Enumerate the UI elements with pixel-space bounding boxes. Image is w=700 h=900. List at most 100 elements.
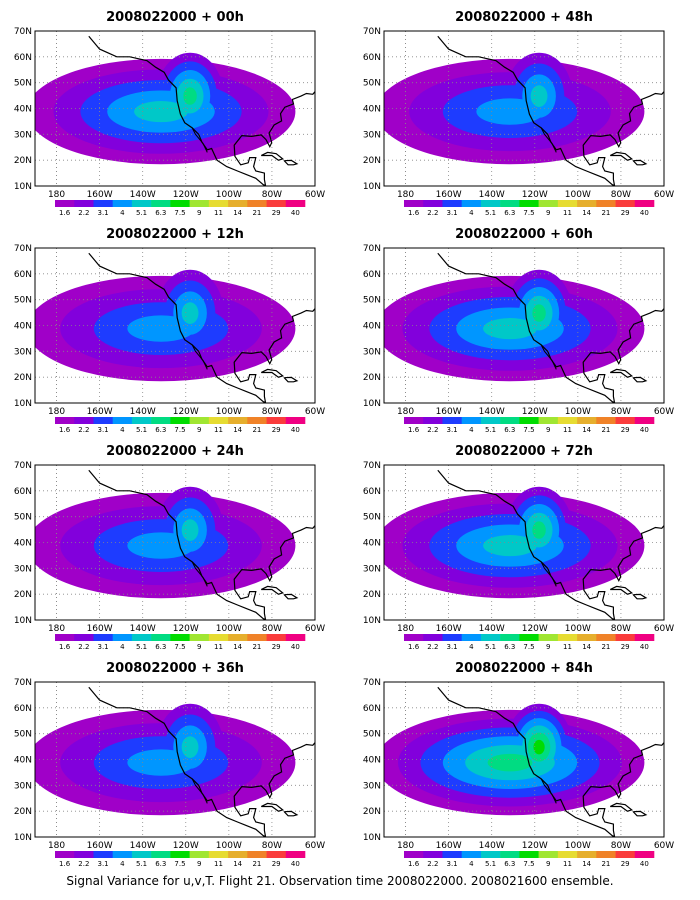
colorbar-label: 9 <box>197 643 201 651</box>
x-tick-label: 120W <box>173 190 199 200</box>
grid <box>35 682 315 837</box>
y-tick-label: 70N <box>363 244 381 254</box>
colorbar-swatch <box>228 417 248 424</box>
colorbar-swatch <box>170 851 190 858</box>
x-tick-label: 140W <box>479 841 505 851</box>
colorbar-label: 4 <box>120 209 125 217</box>
y-tick-label: 30N <box>363 564 381 574</box>
colorbar-label: 11 <box>214 209 223 217</box>
colorbar-label: 21 <box>601 209 610 217</box>
colorbar-label: 9 <box>546 426 550 434</box>
colorbar-label: 1.6 <box>408 209 420 217</box>
colorbar-label: 40 <box>291 209 300 217</box>
y-tick-label: 30N <box>363 130 381 140</box>
y-tick-label: 20N <box>14 590 32 600</box>
y-tick-label: 50N <box>363 296 381 306</box>
x-tick-label: 100W <box>565 190 591 200</box>
panel-frame <box>383 247 665 404</box>
colorbar-label: 11 <box>563 209 572 217</box>
colorbar-label: 5.1 <box>136 426 147 434</box>
x-tick-label: 80W <box>611 190 631 200</box>
colorbar-label: 7.5 <box>174 426 185 434</box>
y-tick-label: 30N <box>14 564 32 574</box>
colorbar-label: 2.2 <box>78 209 89 217</box>
x-tick-label: 100W <box>216 624 242 634</box>
colorbar-swatch <box>112 417 133 424</box>
colorbar: 1.6 2.2 3.1 4 5.1 6.3 7.5 9 11 14 21 29 40 <box>404 851 655 868</box>
coastline <box>88 252 315 403</box>
panel-frame <box>383 464 665 621</box>
colorbar-swatch <box>266 417 287 424</box>
x-tick-label: 80W <box>611 624 631 634</box>
colorbar-swatch <box>500 851 520 858</box>
y-tick-label: 70N <box>363 678 381 688</box>
panels: 2008022000 + 00h 70N 60N 50N 40N 30N 20N 10N 180… <box>14 10 674 868</box>
colorbar-label: 40 <box>640 426 649 434</box>
colorbar-label: 7.5 <box>174 643 185 651</box>
x-tick-label: 120W <box>522 841 548 851</box>
y-tick-label: 70N <box>14 27 32 37</box>
colorbar-label: 40 <box>291 643 300 651</box>
colorbar-label: 11 <box>214 426 223 434</box>
colorbar-swatch <box>112 634 133 641</box>
y-tick-label: 70N <box>363 27 381 37</box>
y-tick-label: 30N <box>14 347 32 357</box>
variance-contour <box>487 753 533 772</box>
y-tick-label: 20N <box>363 373 381 383</box>
colorbar-label: 11 <box>214 643 223 651</box>
colorbar-label: 3.1 <box>98 860 109 868</box>
grid <box>384 248 664 403</box>
coastline <box>437 35 664 186</box>
y-tick-label: 60N <box>363 270 381 280</box>
colorbar-swatch <box>93 417 113 424</box>
colorbar-label: 4 <box>120 426 125 434</box>
colorbar-swatch <box>247 200 267 207</box>
colorbar-swatch <box>577 851 597 858</box>
variance-contour <box>533 739 545 755</box>
y-tick-label: 70N <box>14 678 32 688</box>
x-tick-label: 180 <box>48 407 65 417</box>
y-tick-label: 30N <box>363 781 381 791</box>
colorbar-swatch <box>442 200 462 207</box>
colorbar-swatch <box>228 200 248 207</box>
y-tick-label: 10N <box>363 399 381 409</box>
colorbar-swatch <box>55 851 75 858</box>
x-tick-label: 160W <box>436 190 462 200</box>
colorbar-label: 14 <box>233 643 242 651</box>
colorbar-label: 7.5 <box>523 860 534 868</box>
colorbar-swatch <box>266 200 287 207</box>
colorbar: 1.6 2.2 3.1 4 5.1 6.3 7.5 9 11 14 21 29 40 <box>404 634 655 651</box>
panel-frame <box>34 247 316 404</box>
colorbar-label: 29 <box>272 426 281 434</box>
colorbar-label: 29 <box>621 209 630 217</box>
panel-frame <box>34 681 316 838</box>
colorbar-swatch <box>404 417 424 424</box>
colorbar-label: 29 <box>272 860 281 868</box>
colorbar-label: 2.2 <box>427 209 438 217</box>
colorbar-label: 14 <box>233 426 242 434</box>
colorbar-swatch <box>538 200 559 207</box>
x-tick-label: 140W <box>479 407 505 417</box>
x-tick-label: 180 <box>397 841 414 851</box>
x-tick-label: 180 <box>397 190 414 200</box>
panel-title: 2008022000 + 84h <box>455 661 593 676</box>
x-tick-label: 140W <box>130 190 156 200</box>
grid <box>35 248 315 403</box>
colorbar-swatch <box>423 634 443 641</box>
y-tick-label: 10N <box>14 399 32 409</box>
grid <box>384 31 664 186</box>
y-tick-label: 40N <box>14 756 32 766</box>
colorbar-swatch <box>615 417 636 424</box>
x-tick-label: 120W <box>173 624 199 634</box>
x-tick-label: 100W <box>216 407 242 417</box>
colorbar-label: 6.3 <box>504 209 515 217</box>
colorbar-label: 2.2 <box>427 860 438 868</box>
x-tick-label: 80W <box>611 407 631 417</box>
colorbar-swatch <box>189 634 210 641</box>
x-tick-label: 100W <box>216 190 242 200</box>
colorbar-swatch <box>480 634 501 641</box>
panel-title: 2008022000 + 24h <box>106 444 244 459</box>
map-panel-1: 2008022000 + 12h 70N 60N 50N 40N 30N 20N 10N 180… <box>14 227 325 434</box>
colorbar-label: 7.5 <box>523 426 534 434</box>
colorbar-label: 40 <box>640 643 649 651</box>
